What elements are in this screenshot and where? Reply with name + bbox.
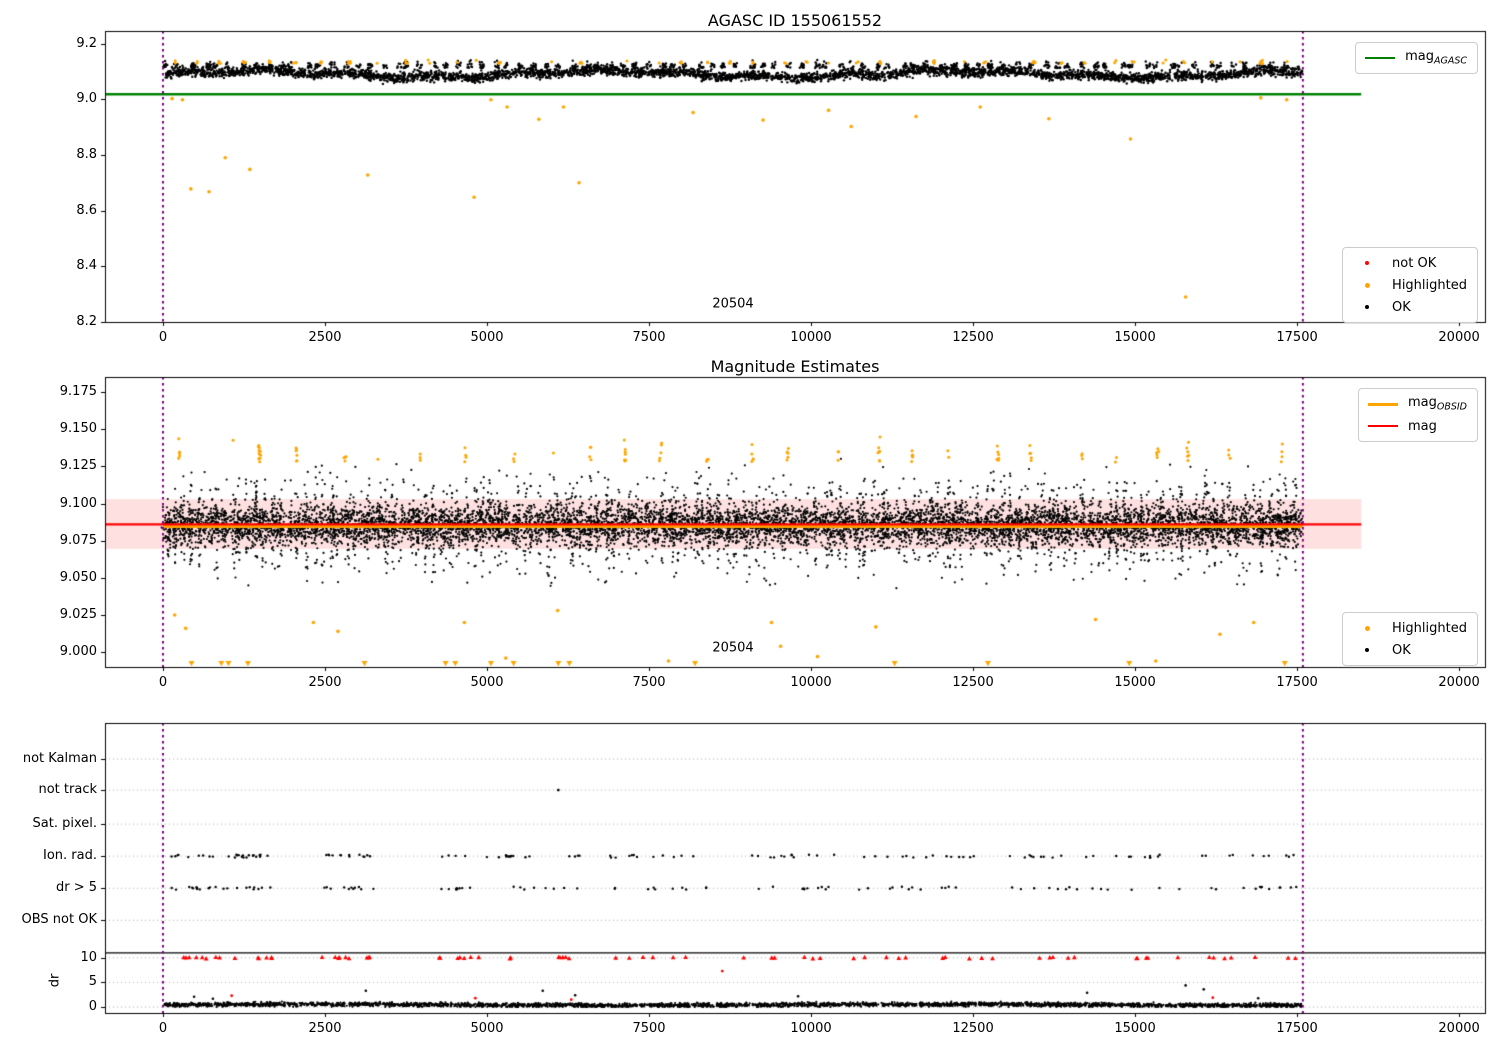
highlighted-label: Highlighted [1392,277,1467,293]
mag-line-sample [1367,425,1398,427]
x-tick-label: 0 [158,1021,168,1036]
x-tick-label: 20000 [1438,675,1480,690]
y-tick-label: not track [38,782,97,798]
x-tick-label: 2500 [308,1021,342,1036]
mag-label: mag [1407,418,1437,434]
ok-marker [1365,305,1370,309]
plot2-obsid-annotation: 20504 [712,640,754,656]
x-tick-label: 5000 [470,675,504,690]
x-tick-label: 10000 [790,675,832,690]
y-tick-label: 9.2 [76,35,97,51]
y-tick-label: dr > 5 [55,880,97,896]
mag-obsid-line-sample [1367,402,1398,406]
legend-sample [1351,625,1383,631]
y-tick-label: OBS not OK [21,912,98,928]
legend-mag-lines: magOBSID mag [1357,388,1478,442]
y-tick-label: Sat. pixel. [32,816,97,832]
y-tick-label: 9.0 [76,91,97,107]
legend-sample [1351,648,1383,652]
x-tick-label: 12500 [952,1021,994,1036]
x-tick-label: 0 [158,675,168,690]
x-tick-label: 5000 [470,330,504,345]
x-tick-label: 10000 [790,330,832,345]
x-tick-label: 0 [158,330,168,345]
x-tick-label: 2500 [308,330,342,345]
legend-row: Highlighted [1351,617,1467,639]
legend-sample [1351,261,1383,265]
x-tick-label: 17500 [1276,330,1318,345]
x-tick-label: 2500 [308,675,342,690]
highlighted-marker [1364,282,1370,288]
y-tick-label: 8.4 [76,258,97,274]
y-tick-label: 10 [80,949,97,965]
y-tick-label: 0 [88,999,97,1015]
x-tick-label: 15000 [1114,1021,1156,1036]
x-tick-label: 10000 [790,1021,832,1036]
legend-row: not OK [1351,252,1467,274]
x-tick-label: 12500 [952,675,994,690]
legend-row: magOBSID [1367,393,1467,415]
y-tick-label: Ion. rad. [43,848,97,864]
y-tick-label: 9.100 [59,495,97,511]
x-tick-label: 15000 [1114,330,1156,345]
plot1-obsid-annotation: 20504 [712,296,754,312]
x-tick-label: 20000 [1438,330,1480,345]
y-tick-label: 9.150 [59,421,97,437]
legend-row: Highlighted [1351,274,1467,296]
y-tick-label: 9.125 [59,458,97,474]
y-tick-label: 8.6 [76,202,97,218]
mag-agasc-line-sample [1365,57,1396,59]
legend-mag-agasc: magAGASC [1355,42,1478,74]
plot2-title: Magnitude Estimates [710,357,880,376]
x-tick-label: 20000 [1438,1021,1480,1036]
x-tick-label: 7500 [632,330,666,345]
x-tick-label: 17500 [1276,675,1318,690]
ok-label: OK [1392,642,1411,658]
legend-row: mag [1367,415,1467,437]
y-tick-label: 9.025 [59,607,97,622]
legend-sample [1367,425,1399,427]
legend-row: OK [1351,639,1467,661]
x-tick-label: 5000 [470,1021,504,1036]
y-tick-label: 9.175 [59,384,97,400]
y-tick-label: 8.2 [76,314,97,329]
ok-marker [1365,648,1370,652]
highlighted-label: Highlighted [1392,620,1467,636]
legend-status-2: Highlighted OK [1342,612,1478,666]
legend-sample [1364,57,1396,59]
y-tick-label: 8.8 [76,146,97,162]
not-ok-marker [1365,261,1370,265]
legend-sample [1351,305,1383,309]
x-tick-label: 7500 [632,1021,666,1036]
legend-sample [1351,282,1383,288]
highlighted-marker [1364,625,1370,631]
not-ok-label: not OK [1392,255,1437,271]
mag-agasc-label: magAGASC [1405,49,1467,67]
y-tick-label: 9.075 [59,532,97,548]
y-tick-label: not Kalman [22,751,97,766]
x-tick-label: 12500 [952,330,994,345]
y-tick-label: 9.050 [59,569,97,585]
legend-row: OK [1351,296,1467,318]
mag-obsid-label: magOBSID [1407,395,1467,413]
x-tick-label: 7500 [632,675,666,690]
y-tick-label: 5 [88,974,97,990]
legend-row: magAGASC [1364,47,1467,69]
legend-sample [1367,402,1399,406]
x-tick-label: 15000 [1114,675,1156,690]
plot3-ylabel: dr [47,973,63,988]
plot1-title: AGASC ID 155061552 [707,11,883,30]
y-tick-label: 9.000 [59,644,97,660]
x-tick-label: 17500 [1276,1021,1318,1036]
legend-status: not OK Highlighted OK [1342,247,1478,323]
ok-label: OK [1392,299,1411,315]
